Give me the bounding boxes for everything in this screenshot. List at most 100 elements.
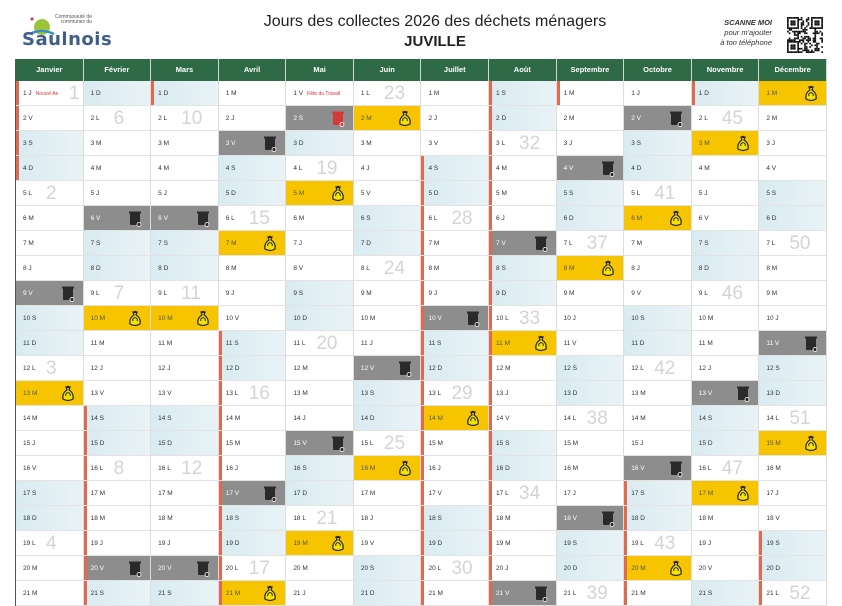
day-cell: 21 S xyxy=(151,581,218,606)
day-cell: 8 J xyxy=(16,256,83,281)
day-label: 18 S xyxy=(225,515,240,522)
day-cell: 20 D xyxy=(759,556,826,581)
day-cell: 13 D xyxy=(556,381,624,406)
day-cell: 14 M xyxy=(218,406,286,431)
day-cell: 18 D xyxy=(624,506,691,531)
day-label: 16 L xyxy=(698,465,712,472)
qr-code[interactable] xyxy=(787,17,823,53)
day-cell: 8 S xyxy=(489,256,556,281)
week-number: 34 xyxy=(519,483,541,504)
day-cell: 20 D xyxy=(556,556,624,581)
trash-bin-icon xyxy=(263,135,277,152)
day-cell: 15 V xyxy=(286,431,353,456)
day-cell: 6 V xyxy=(83,206,151,231)
trash-bin-icon xyxy=(736,385,750,402)
day-cell: 9 S xyxy=(286,281,353,306)
day-label: 11 M xyxy=(698,340,713,347)
day-label: 7 S xyxy=(698,240,709,247)
day-cell: 4 19 L xyxy=(16,531,83,556)
day-label: 15 J xyxy=(23,440,36,447)
day-cell: 4 S xyxy=(218,156,286,181)
day-cell: 7 M xyxy=(421,231,489,256)
day-cell: 8 16 L xyxy=(83,456,151,481)
day-label: 10 M xyxy=(698,315,714,322)
day-label: 2 V xyxy=(631,115,641,122)
logo-leaf-icon xyxy=(29,17,55,36)
month-header-7: Août xyxy=(489,59,557,81)
day-cell: 17 S xyxy=(16,481,83,506)
day-cell: 15 M xyxy=(759,431,826,456)
day-cell: 1 M xyxy=(759,81,826,106)
month-header-0: Janvier xyxy=(16,59,84,81)
day-label: 11 M xyxy=(90,340,105,347)
month-header-11: Décembre xyxy=(759,59,827,81)
day-cell: 41 5 L xyxy=(624,181,691,206)
day-label: 20 V xyxy=(158,565,172,572)
day-cell: 21 M xyxy=(16,581,83,606)
recycling-bag-icon xyxy=(804,85,818,102)
day-label: 11 L xyxy=(293,340,306,347)
day-cell: 4 D xyxy=(624,156,691,181)
day-label: 17 D xyxy=(293,490,308,497)
day-cell: 10 V xyxy=(421,306,489,331)
day-cell: 32 3 L xyxy=(489,131,556,156)
day-label: 21 M xyxy=(631,590,646,597)
day-cell: 13 V xyxy=(83,381,151,406)
day-label: 13 D xyxy=(563,390,578,397)
day-cell: 7 J xyxy=(286,231,353,256)
day-label: 6 V xyxy=(158,215,168,222)
day-label: 12 J xyxy=(90,365,103,372)
day-cell: 6 M xyxy=(624,206,691,231)
day-cell: 11 D xyxy=(624,331,691,356)
day-label: 9 S xyxy=(293,290,304,297)
day-label: 8 L xyxy=(360,265,370,272)
day-cell: 21 S xyxy=(691,581,759,606)
day-label: 5 S xyxy=(766,190,777,197)
day-cell: 19 D xyxy=(218,531,286,556)
day-label: 5 V xyxy=(360,190,371,197)
day-label: 21 S xyxy=(90,590,104,597)
day-cell: 50 7 L xyxy=(759,231,826,256)
day-label: 12 M xyxy=(293,365,308,372)
day-label: 18 L xyxy=(293,515,306,522)
day-label: 12 J xyxy=(698,365,712,372)
day-label: 8 V xyxy=(293,265,304,272)
day-cell: 17 M xyxy=(83,481,151,506)
day-cell: 5 M xyxy=(286,181,353,206)
day-cell: 8 J xyxy=(624,256,691,281)
day-cell: 19 M xyxy=(286,531,353,556)
day-cell: 12 V xyxy=(353,356,421,381)
day-label: 5 M xyxy=(293,190,305,197)
day-label: 1 J xyxy=(23,90,32,97)
day-cell: 17 V xyxy=(421,481,489,506)
day-label: 7 D xyxy=(360,240,372,247)
day-cell: 15 D xyxy=(151,431,218,456)
day-label: 16 V xyxy=(631,465,645,472)
day-cell: 16 J xyxy=(421,456,489,481)
day-label: 15 J xyxy=(631,440,644,447)
day-label: 18 M xyxy=(698,515,714,522)
day-label: 12 D xyxy=(428,365,443,372)
day-label: 2 D xyxy=(496,115,507,122)
month-column: 1 M 2 M 3 J 4 V 5 S 6 D 37 7 L 8 M 9 M 10 J 11 V 12 … xyxy=(556,81,625,606)
day-cell: 21 18 L xyxy=(286,506,353,531)
scan-line-1: pour m'ajouter xyxy=(724,28,772,37)
day-cell: 20 S xyxy=(353,556,421,581)
day-cell: 18 M xyxy=(83,506,151,531)
logo-caption: Communauté de communes du xyxy=(55,14,92,25)
day-cell: 8 M xyxy=(218,256,286,281)
day-label: 2 V xyxy=(23,115,33,122)
week-number: 4 xyxy=(46,533,57,554)
day-label: 16 J xyxy=(225,465,239,472)
day-label: 4 D xyxy=(631,165,642,172)
day-cell: 3 M xyxy=(353,131,421,156)
recycling-bag-icon xyxy=(601,260,615,277)
day-cell: 14 D xyxy=(353,406,421,431)
month-header-3: Avril xyxy=(219,59,287,81)
recycling-bag-icon xyxy=(398,460,412,477)
week-number: 29 xyxy=(451,383,473,404)
day-cell: 12 D xyxy=(421,356,489,381)
day-label: 9 V xyxy=(631,290,641,297)
day-label: 10 M xyxy=(158,315,173,322)
day-cell: 5 D xyxy=(421,181,489,206)
